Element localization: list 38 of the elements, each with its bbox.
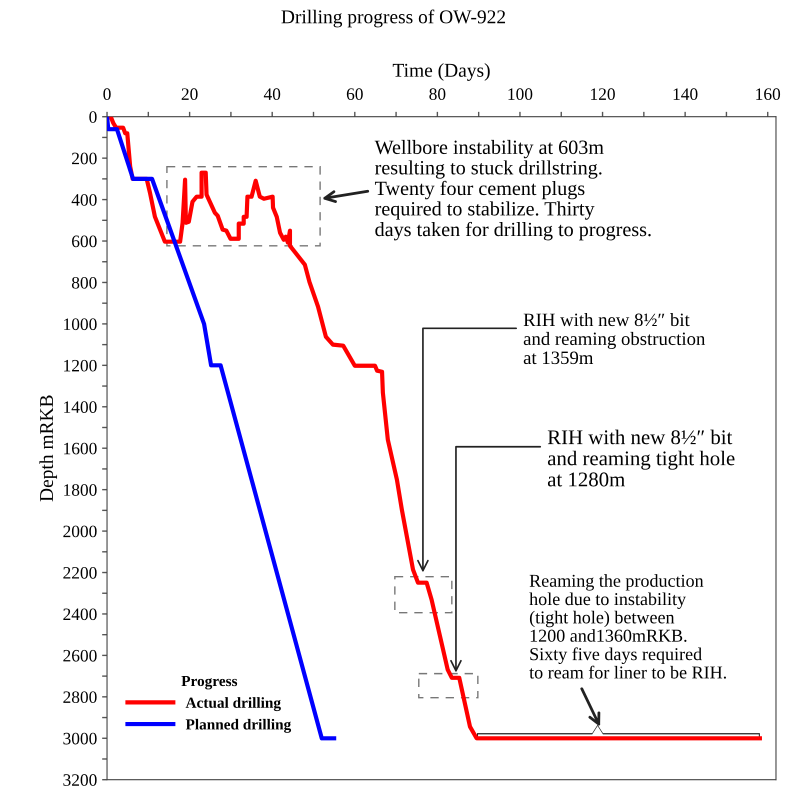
- y-tick-label: 3000: [63, 732, 97, 744]
- y-tick-label: 400: [72, 194, 97, 206]
- annotation: Reaming the production hole due to instability (tight hole) between 1200 and1360mRKB. Sixty five days required to ream for liner to be RIH.: [529, 574, 726, 679]
- y-tick-label: 800: [72, 276, 97, 289]
- y-tick-label: 1600: [64, 442, 97, 454]
- x-tick-label: 20: [182, 88, 198, 100]
- y-tick-label: 1400: [64, 401, 97, 413]
- x-axis-title: Time (Days): [392, 63, 490, 81]
- y-tick-label: 2000: [63, 526, 97, 538]
- x-tick-label: 40: [264, 88, 280, 100]
- annotation: Wellbore instability at 603m resulting to stuck drillstring. Twenty four cement plugs required to stabilize. Thirty days taken for drilling to progress.: [374, 140, 651, 240]
- y-tick-label: 1200: [64, 360, 97, 372]
- legend-label: Actual drilling: [186, 697, 281, 712]
- x-tick-label: 0: [103, 88, 111, 100]
- y-tick-label: 3200: [63, 774, 97, 786]
- y-tick-label: 1000: [64, 318, 97, 330]
- y-tick-label: 200: [72, 152, 97, 164]
- line-series: [107, 116, 336, 740]
- y-axis-title: Depth mRKB: [39, 395, 58, 502]
- chart-title: Drilling progress of OW-922: [281, 10, 506, 28]
- y-tick-label: 2400: [63, 608, 97, 620]
- y-tick-label: 2600: [63, 650, 97, 662]
- legend-title: Progress: [181, 676, 238, 690]
- line-series: [108, 116, 762, 740]
- y-tick-label: 1800: [64, 484, 97, 496]
- x-tick-label: 160: [756, 88, 780, 100]
- x-tick-label: 140: [674, 88, 698, 100]
- x-tick-label: 60: [346, 88, 363, 100]
- x-tick-label: 100: [508, 88, 532, 100]
- x-tick-label: 80: [429, 88, 446, 100]
- y-tick-label: 2200: [63, 567, 97, 579]
- legend-label: Planned drilling: [186, 718, 292, 733]
- y-tick-label: 600: [72, 236, 97, 248]
- annotation: RIH with new 8½″ bit and reaming tight hole at 1280m: [548, 430, 735, 486]
- y-tick-label: 0: [89, 111, 97, 123]
- annotation: RIH with new 8½″ bit and reaming obstruction at 1359m: [524, 312, 706, 364]
- x-tick-label: 120: [591, 88, 615, 100]
- y-tick-label: 2800: [63, 691, 97, 704]
